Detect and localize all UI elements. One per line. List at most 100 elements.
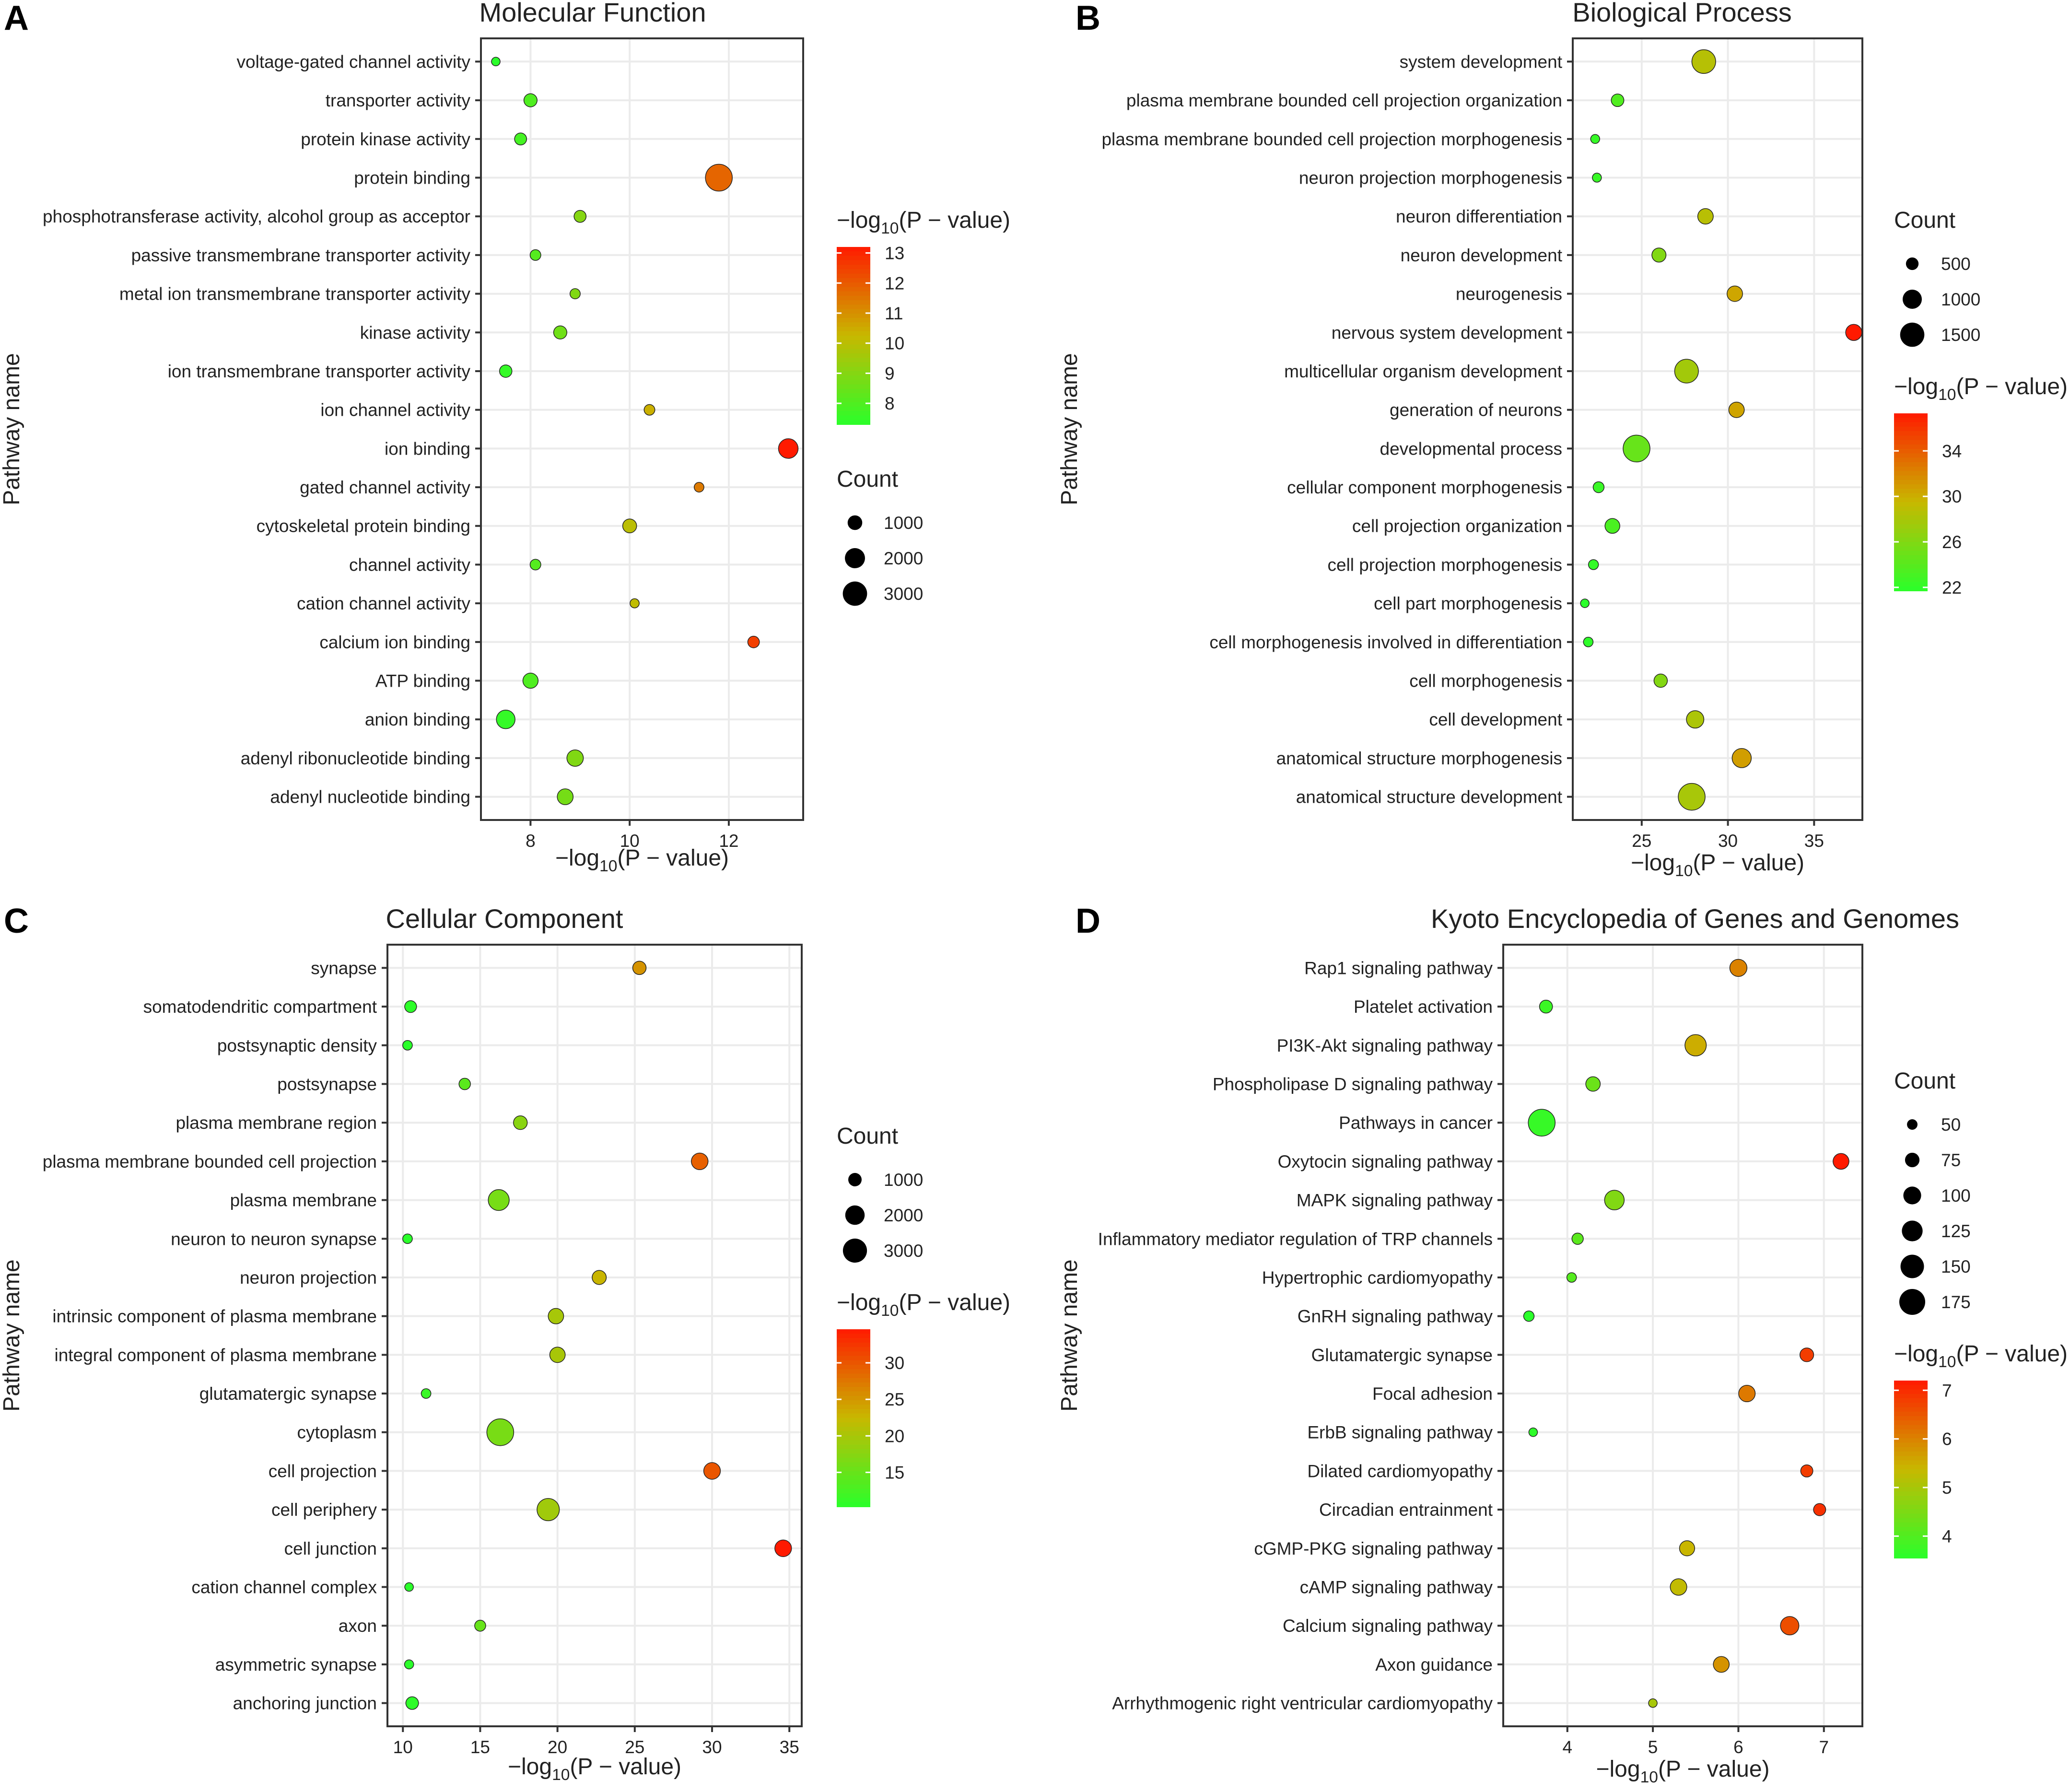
x-tick-label: 35 <box>780 1737 799 1757</box>
colorbar-segment <box>1894 1491 1928 1497</box>
colorbar-segment <box>1894 520 1928 525</box>
data-point <box>1731 748 1752 768</box>
category-label: adenyl nucleotide binding <box>270 787 470 807</box>
category-label: GnRH signaling pathway <box>1298 1307 1493 1326</box>
colorbar-segment <box>1894 533 1928 538</box>
size-legend-title: Count <box>1894 208 1955 233</box>
data-point <box>1651 247 1667 263</box>
size-legend-label: 1000 <box>1941 290 1980 309</box>
data-point <box>691 1152 709 1171</box>
size-legend-key <box>1905 1152 1920 1168</box>
category-label: Axon guidance <box>1375 1655 1493 1675</box>
colorbar-segment <box>837 313 870 318</box>
colorbar-label: 13 <box>885 244 904 263</box>
colorbar-segment <box>1894 577 1928 583</box>
data-point <box>1678 783 1706 811</box>
colorbar-segment <box>837 366 870 372</box>
category-label: ion binding <box>385 439 470 458</box>
x-tick-label: 7 <box>1819 1737 1829 1757</box>
colorbar-segment <box>1894 431 1928 436</box>
category-label: plasma membrane region <box>175 1113 377 1133</box>
data-point <box>1528 1427 1538 1437</box>
data-point <box>1585 1076 1601 1092</box>
data-point <box>404 1000 417 1013</box>
colorbar-segment <box>837 1484 870 1489</box>
size-legend-key <box>848 1173 862 1186</box>
size-legend-label: 150 <box>1941 1257 1971 1277</box>
colorbar-segment <box>837 1391 870 1396</box>
colorbar-segment <box>1894 493 1928 498</box>
size-legend-key <box>845 548 865 568</box>
data-point <box>1583 637 1594 647</box>
size-legend-label: 3000 <box>884 1241 923 1261</box>
colorbar-segment <box>837 1329 870 1335</box>
data-point <box>1523 1310 1535 1322</box>
colorbar-segment <box>837 349 870 354</box>
category-label: plasma membrane <box>230 1191 377 1210</box>
category-label: PI3K-Akt signaling pathway <box>1277 1036 1493 1055</box>
category-label: plasma membrane bounded cell projection <box>43 1152 377 1171</box>
colorbar-label: 20 <box>885 1426 904 1446</box>
colorbar-segment <box>837 1489 870 1494</box>
colorbar-segment <box>1894 457 1928 463</box>
colorbar-segment <box>837 300 870 305</box>
colorbar-label: 26 <box>1942 532 1962 552</box>
category-label: cell periphery <box>271 1500 377 1520</box>
colorbar-label: 30 <box>885 1353 904 1373</box>
category-label: protein kinase activity <box>301 129 470 149</box>
category-label: cell morphogenesis <box>1409 671 1562 691</box>
colorbar-segment <box>837 1387 870 1392</box>
category-label: multicellular organism development <box>1284 362 1563 381</box>
data-point <box>529 559 541 571</box>
colorbar-segment <box>837 269 870 274</box>
colorbar-segment <box>837 389 870 394</box>
size-legend-label: 500 <box>1941 254 1971 274</box>
size-legend-label: 125 <box>1941 1221 1971 1241</box>
colorbar-segment <box>1894 1425 1928 1430</box>
panel-tag: A <box>4 0 29 37</box>
panel-b: B Biological Process system development pla… <box>1057 0 2068 880</box>
data-point <box>1580 598 1590 608</box>
color-legend-title: −log10(P − value) <box>1894 1341 2068 1371</box>
category-label: Inflammatory mediator regulation of TRP … <box>1098 1229 1493 1249</box>
data-point <box>548 1308 564 1324</box>
colorbar-segment <box>837 1458 870 1463</box>
size-legend-label: 75 <box>1941 1150 1961 1170</box>
size-legend-title: Count <box>837 1124 898 1149</box>
panel-a: A Molecular Function voltage-gated channel… <box>0 0 1010 875</box>
colorbar-segment <box>837 1342 870 1347</box>
colorbar-label: 5 <box>1942 1478 1952 1498</box>
data-point <box>1833 1153 1849 1170</box>
category-label: neuron development <box>1401 246 1563 265</box>
colorbar-segment <box>837 1405 870 1410</box>
colorbar-segment <box>1894 1478 1928 1483</box>
data-point <box>529 249 541 261</box>
panel-tag: C <box>4 902 29 940</box>
colorbar-label: 4 <box>1942 1526 1952 1546</box>
data-point <box>1800 1464 1813 1477</box>
colorbar-segment <box>837 1338 870 1343</box>
category-label: cell morphogenesis involved in different… <box>1209 632 1562 652</box>
colorbar-segment <box>837 398 870 403</box>
colorbar-segment <box>1894 1403 1928 1408</box>
colorbar-segment <box>1894 528 1928 534</box>
colorbar-label: 15 <box>885 1463 904 1482</box>
colorbar-label: 30 <box>1942 487 1962 506</box>
colorbar-segment <box>837 371 870 376</box>
x-tick-label: 12 <box>719 831 738 851</box>
colorbar-segment <box>1894 1482 1928 1487</box>
colorbar-segment <box>837 344 870 350</box>
colorbar-segment <box>837 309 870 314</box>
color-legend-title: −log10(P − value) <box>837 208 1010 237</box>
category-label: cellular component morphogenesis <box>1287 478 1562 497</box>
category-label: ion transmembrane transporter activity <box>168 362 471 381</box>
size-legend-key <box>842 581 867 606</box>
colorbar-segment <box>837 1422 870 1428</box>
panel-title: Molecular Function <box>479 0 706 27</box>
colorbar-segment <box>1894 573 1928 578</box>
data-point <box>1780 1616 1800 1636</box>
data-point <box>458 1078 471 1090</box>
data-point <box>1679 1540 1696 1557</box>
colorbar-segment <box>1894 1447 1928 1452</box>
data-point <box>1729 959 1748 977</box>
